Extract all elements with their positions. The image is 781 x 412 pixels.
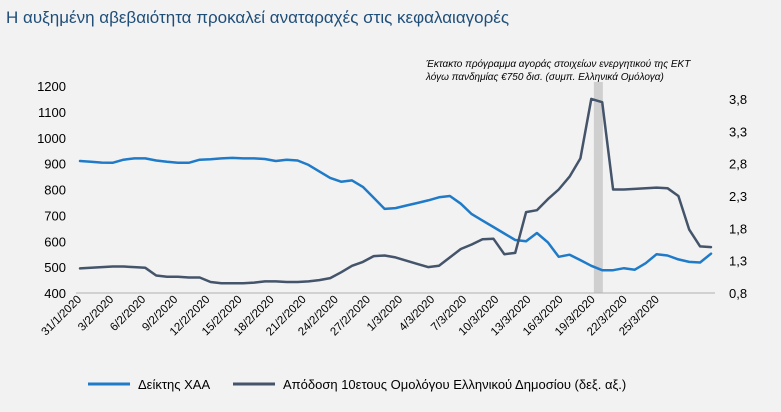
x-axis-ticks: 31/1/20203/2/20206/2/20209/2/202012/2/20… [39, 294, 661, 339]
series-lines [78, 97, 713, 285]
legend: Δείκτης ΧΑΑ Απόδοση 10ετους Ομολόγου Ελλ… [88, 377, 626, 392]
right-tick-label: 2,8 [729, 157, 747, 172]
left-tick-label: 900 [44, 157, 66, 172]
series-line-greek-10y-yield [78, 97, 713, 285]
right-tick-label: 0,8 [729, 286, 747, 301]
left-tick-label: 400 [44, 286, 66, 301]
left-tick-label: 700 [44, 208, 66, 223]
annotation-line-1: Έκτακτο πρόγραμμα αγοράς στοιχείων ενεργ… [426, 58, 691, 70]
series-line-ase-index [78, 156, 713, 272]
right-tick-label: 1,3 [729, 254, 747, 269]
left-tick-label: 800 [44, 183, 66, 198]
legend-label-ase: Δείκτης ΧΑΑ [138, 377, 210, 392]
ecb-announcement-highlight [593, 82, 603, 293]
left-tick-label: 600 [44, 234, 66, 249]
left-tick-label: 1100 [38, 105, 66, 120]
right-tick-label: 3,3 [729, 124, 747, 139]
chart-title: Η αυξημένη αβεβαιότητα προκαλεί αναταραχ… [6, 8, 510, 27]
left-tick-label: 1200 [37, 79, 66, 94]
right-axis-ticks: 0,8 1,3 1,8 2,3 2,8 3,3 3,8 [729, 92, 747, 301]
annotation: Έκτακτο πρόγραμμα αγοράς στοιχείων ενεργ… [425, 58, 691, 83]
right-tick-label: 3,8 [729, 92, 747, 107]
right-tick-label: 2,3 [729, 189, 747, 204]
annotation-line-2: λόγω πανδημίας €750 δισ. (συμπ. Ελληνικά… [425, 71, 664, 83]
legend-label-bond: Απόδοση 10ετους Ομολόγου Ελληνικού Δημοσ… [283, 377, 626, 392]
left-axis-ticks: 400 500 600 700 800 900 1000 1100 1200 [37, 79, 66, 301]
right-tick-label: 1,8 [729, 221, 747, 236]
left-tick-label: 500 [44, 260, 66, 275]
left-tick-label: 1000 [37, 131, 66, 146]
